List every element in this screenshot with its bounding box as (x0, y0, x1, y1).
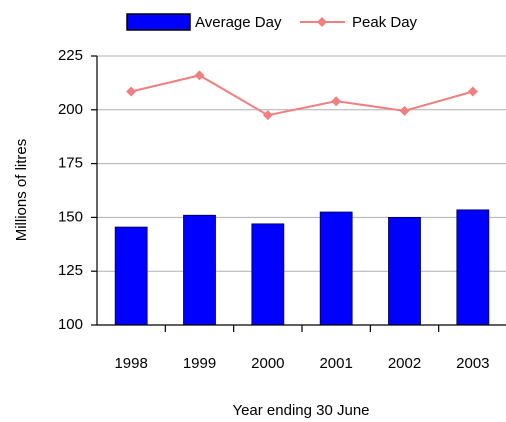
x-tick-label: 2002 (388, 355, 421, 372)
x-tick-label: 2003 (456, 355, 489, 372)
y-tick-label: 175 (58, 155, 83, 172)
y-tick-label: 150 (58, 208, 83, 225)
y-tick-label: 100 (58, 316, 83, 333)
legend-label: Peak Day (352, 14, 418, 31)
marker (194, 70, 205, 81)
legend-marker (317, 17, 327, 27)
x-tick-label: 1999 (183, 355, 216, 372)
y-axis-label: Millions of litres (13, 139, 30, 242)
x-tick-label: 1998 (114, 355, 147, 372)
marker (262, 110, 273, 121)
y-tick-label: 125 (58, 262, 83, 279)
x-tick-label: 2000 (251, 355, 284, 372)
x-tick-label: 2001 (319, 355, 352, 372)
bar (114, 226, 148, 326)
legend-swatch (126, 13, 191, 31)
marker (126, 86, 137, 97)
bar (251, 223, 285, 326)
y-tick-label: 200 (58, 101, 83, 118)
y-tick-label: 225 (58, 47, 83, 64)
marker (467, 86, 478, 97)
bar (456, 209, 490, 326)
bar (183, 214, 216, 326)
bar (319, 211, 353, 326)
marker (331, 96, 342, 107)
x-axis-label: Year ending 30 June (232, 402, 369, 419)
line (130, 74, 474, 117)
marker (399, 105, 410, 116)
legend-label: Average Day (195, 14, 282, 31)
bar (388, 216, 421, 326)
